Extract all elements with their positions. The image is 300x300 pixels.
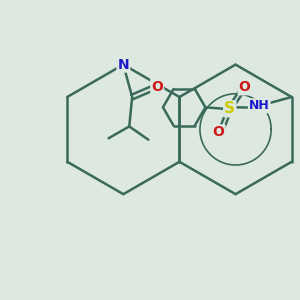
Text: NH: NH <box>249 99 270 112</box>
Text: N: N <box>118 58 129 72</box>
Text: O: O <box>238 80 250 94</box>
Text: S: S <box>224 101 235 116</box>
Text: O: O <box>151 80 163 94</box>
Text: O: O <box>213 125 225 139</box>
